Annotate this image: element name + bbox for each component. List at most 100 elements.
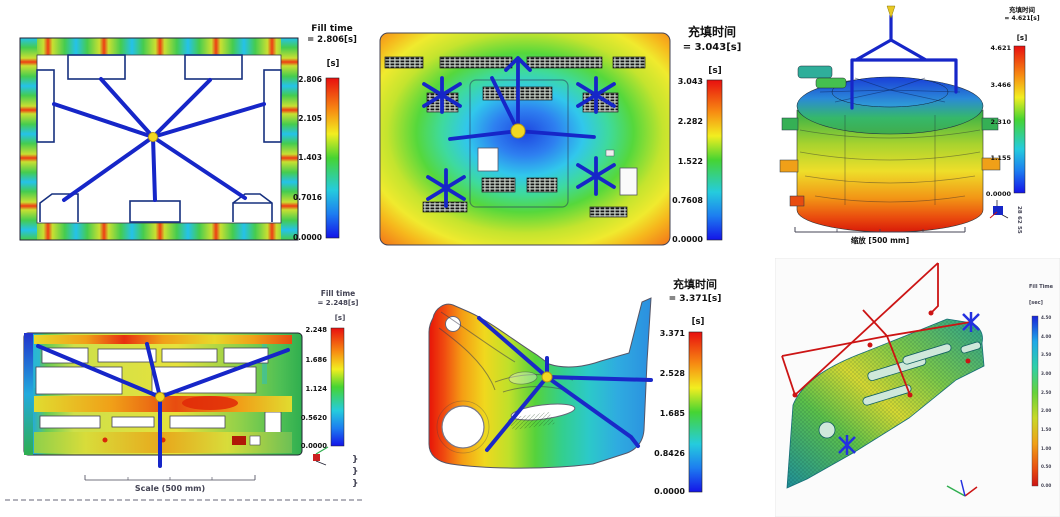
legend-unit: [s] — [1017, 34, 1028, 42]
axis-triad-icon: } } } — [313, 446, 358, 489]
colorbar-tick: 3.00 — [1041, 371, 1051, 376]
hole-small — [445, 316, 461, 332]
legend-bumper: Fill Time [sec] 4.50 4.00 3.50 3.00 2.50… — [1029, 284, 1054, 488]
colorbar-tick: 3.043 — [678, 77, 703, 86]
hot-runner-lines — [781, 262, 972, 396]
bumper-part — [786, 318, 985, 489]
connector-box — [619, 167, 638, 196]
frame-border-left — [20, 38, 37, 240]
foglight-hole — [818, 421, 836, 439]
wireframe-lines — [799, 115, 981, 205]
runner-system — [422, 56, 616, 208]
hole-large — [441, 405, 485, 449]
runner-system — [850, 14, 958, 110]
scale-bar: 缩放 [500 mm] — [794, 227, 966, 245]
legend-result: = 2.248[s] — [317, 299, 358, 307]
panel-door-fill-time: 充填时间 = 3.371[s] [s] 3.371 2.528 1.685 0.… — [428, 277, 721, 496]
panel-backcover-fill-time: 充填时间 = 3.043[s] [s] 3.043 2.282 1.522 0.… — [379, 24, 741, 246]
legend-unit: [s] — [692, 317, 705, 327]
legend-unit: [s] — [327, 59, 340, 69]
colorbar-tick: 0.8426 — [654, 449, 685, 458]
colorbar-tick: 1.155 — [990, 154, 1011, 162]
panel-bumper-fill-time: Fill Time [sec] 4.50 4.00 3.50 3.00 2.50… — [775, 258, 1060, 517]
colorbar-tick: 2.282 — [678, 117, 703, 126]
colorbar-tick: 0.0000 — [654, 487, 685, 496]
panel-chassis-fill-time: Scale (500 mm) Fill time = 2.248[s] [s] … — [5, 289, 365, 501]
colorbar-tick: 2.248 — [306, 326, 328, 334]
tub-part — [779, 5, 1001, 233]
colorbar-tick: 4.621 — [990, 44, 1011, 52]
view-angle: 28 — [1016, 206, 1022, 214]
panel-tub-fill-time: 缩放 [500 mm] 充填时间 = 4.621[s] [s] 4.621 3.… — [779, 5, 1040, 245]
scale-bar: Scale (500 mm) — [5, 475, 365, 501]
colorbar — [706, 79, 723, 241]
legend-title: Fill time — [321, 289, 356, 298]
colorbar-tick: 2.00 — [1041, 408, 1051, 413]
colorbar — [1013, 45, 1026, 194]
colorbar — [1031, 315, 1039, 487]
cutout — [477, 147, 499, 172]
axis-triad-icon: 28 62 55 — [989, 200, 1022, 234]
legend-door: 充填时间 = 3.371[s] [s] 3.371 2.528 1.685 0.… — [654, 277, 721, 496]
axis-triad-icon — [946, 479, 978, 497]
colorbar-tick: 0.7608 — [672, 196, 703, 205]
colorbar-tick: 4.00 — [1041, 334, 1051, 339]
colorbar-tick: 3.466 — [990, 81, 1011, 89]
legend-backcover: 充填时间 = 3.043[s] [s] 3.043 2.282 1.522 0.… — [672, 24, 741, 244]
frame-border-top — [20, 38, 298, 55]
frame-border-right — [281, 38, 298, 240]
colorbar — [325, 77, 340, 239]
legend-frame: Fill time = 2.806[s] [s] 2.806 2.105 1.4… — [293, 24, 357, 242]
colorbar-tick: 0.50 — [1041, 464, 1051, 469]
colorbar-tick: 1.686 — [306, 356, 328, 364]
scale-label: Scale (500 mm) — [135, 484, 205, 493]
colorbar-tick: 2.310 — [990, 118, 1011, 126]
chassis-cutouts — [35, 347, 282, 438]
colorbar-tick: 1.00 — [1041, 446, 1051, 451]
legend-title: 充填时间 — [688, 24, 736, 39]
runner-system — [477, 316, 653, 452]
view-angle: 62 — [1016, 216, 1022, 224]
colorbar-tick: 0.00 — [1041, 483, 1051, 488]
colorbar-tick: 2.806 — [298, 75, 322, 84]
legend-tub: 充填时间 = 4.621[s] [s] 4.621 3.466 2.310 1.… — [986, 5, 1040, 198]
colorbar-tick: 0.7016 — [293, 193, 322, 202]
axis-mark: } — [352, 455, 358, 465]
colorbar-tick: 1.685 — [660, 409, 686, 418]
colorbar-tick: 2.105 — [298, 114, 322, 123]
colorbar-tick: 0.0000 — [986, 190, 1012, 198]
chassis-part — [23, 332, 303, 468]
colorbar-tick: 0.0000 — [293, 233, 322, 242]
legend-unit: [sec] — [1029, 300, 1043, 306]
colorbar-tick: 0.5620 — [301, 414, 327, 422]
legend-result: = 4.621[s] — [1004, 15, 1039, 22]
backcover-part — [379, 32, 671, 246]
injection-gate-icon — [541, 371, 553, 383]
sprue-icon — [886, 5, 896, 19]
panel-frame-fill-time: Fill time = 2.806[s] [s] 2.806 2.105 1.4… — [19, 24, 357, 242]
legend-chassis: Fill time = 2.248[s] [s] 2.248 1.686 1.1… — [301, 289, 359, 450]
colorbar-tick: 0.0000 — [301, 442, 327, 450]
colorbar-tick: 1.522 — [678, 157, 703, 166]
colorbar-tick: 1.403 — [298, 153, 322, 162]
colorbar-tick: 3.50 — [1041, 352, 1051, 357]
scale-label: 缩放 [500 mm] — [851, 235, 909, 245]
axis-mark: } — [352, 479, 358, 489]
legend-title: 充填时间 — [673, 277, 717, 291]
legend-result: = 3.043[s] — [683, 42, 742, 53]
door-part — [428, 297, 653, 469]
legend-title: 充填时间 — [1009, 5, 1036, 14]
legend-title: Fill Time — [1029, 284, 1054, 290]
legend-title: Fill time — [311, 24, 352, 34]
legend-result: = 2.806[s] — [307, 35, 357, 45]
colorbar-tick: 1.124 — [306, 385, 328, 393]
frame-border-bottom — [20, 223, 298, 240]
colorbar-tick: 1.50 — [1041, 427, 1051, 432]
fe-mesh-overlay — [787, 319, 984, 488]
runner-drop-nodes — [792, 310, 971, 398]
bumper-slots — [818, 341, 982, 439]
axis-mark: } — [352, 467, 358, 477]
injection-gate-icon — [155, 392, 165, 402]
runner-system — [52, 77, 266, 202]
